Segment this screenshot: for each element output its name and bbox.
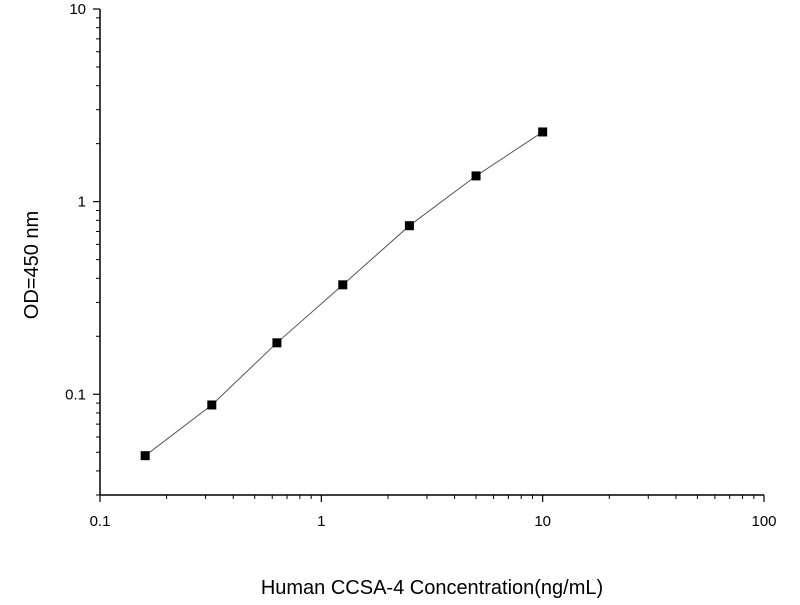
y-tick-label: 1 [78,194,86,211]
x-tick-label: 10 [534,513,551,530]
data-point [272,338,282,348]
x-tick-label: 0.1 [90,513,111,530]
y-axis-title: OD=450 nm [21,211,43,319]
y-tick-label: 10 [69,1,86,18]
series-line-group [144,131,543,457]
axes: 0.1 1 10 100 0.1 1 10 [65,1,776,530]
x-tick-label: 1 [317,513,325,530]
data-point [338,280,348,290]
data-point [471,171,481,181]
series-line [144,131,543,457]
data-point [207,400,217,410]
data-point [404,221,414,231]
data-markers [140,127,548,461]
data-point [140,451,150,461]
y-tick-label: 0.1 [65,386,86,403]
data-point [538,127,548,137]
x-tick-label: 100 [751,513,776,530]
x-axis-title: Human CCSA-4 Concentration(ng/mL) [261,577,603,599]
